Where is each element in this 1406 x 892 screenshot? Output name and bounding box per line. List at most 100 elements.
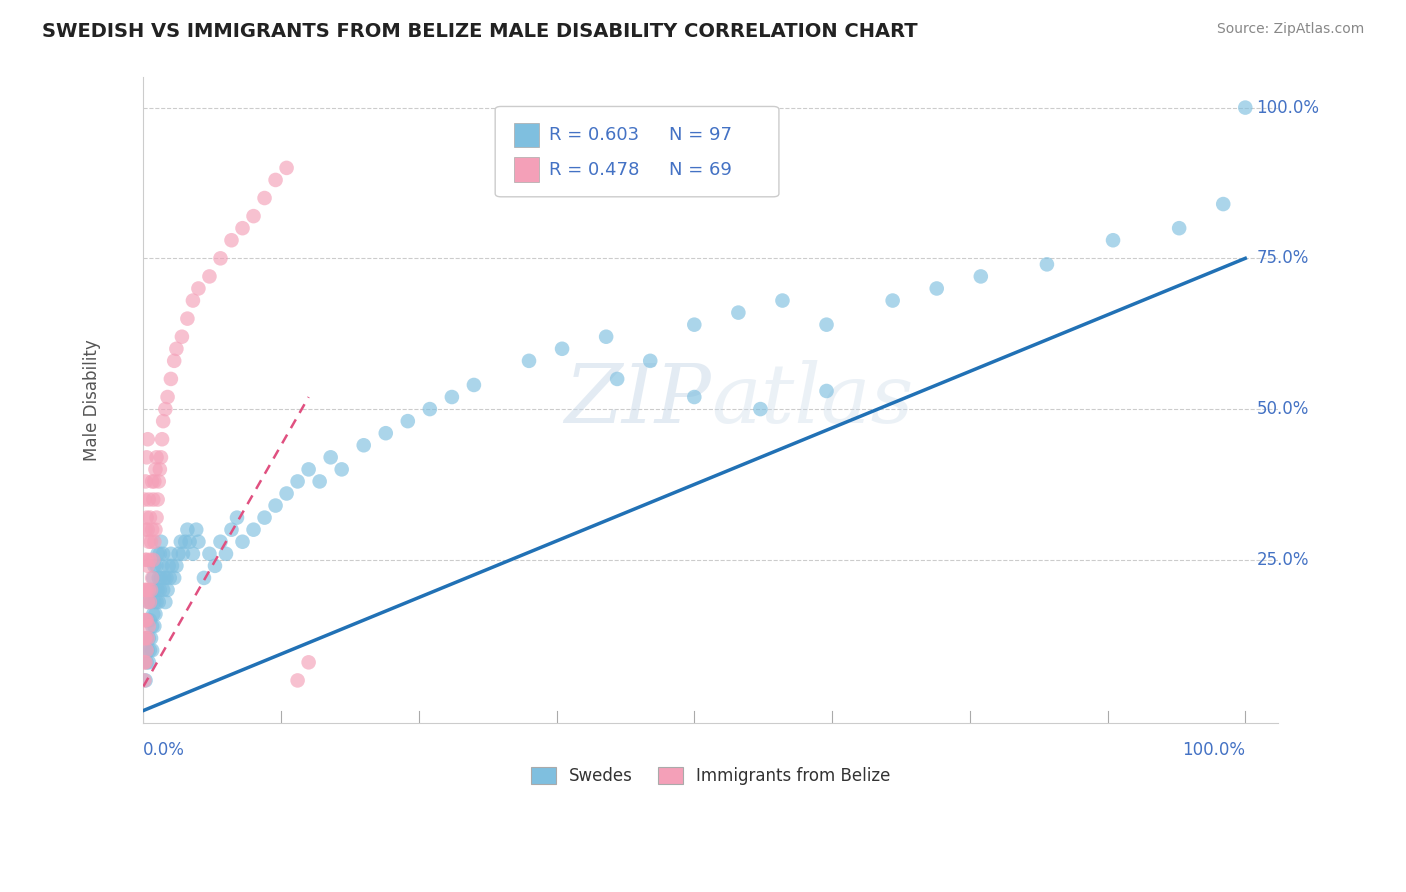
Text: Male Disability: Male Disability xyxy=(83,339,101,461)
Point xyxy=(135,631,157,645)
Point xyxy=(353,438,375,452)
Point xyxy=(141,643,163,657)
Point xyxy=(276,161,298,175)
Point xyxy=(683,318,706,332)
Point xyxy=(145,523,167,537)
Point xyxy=(148,475,170,489)
Point xyxy=(136,523,159,537)
Point xyxy=(135,656,157,670)
FancyBboxPatch shape xyxy=(495,106,779,197)
Point xyxy=(135,553,157,567)
Point xyxy=(136,595,159,609)
Point xyxy=(148,595,170,609)
Point xyxy=(142,553,165,567)
Point xyxy=(139,553,162,567)
Text: N = 97: N = 97 xyxy=(669,126,733,144)
Point xyxy=(141,523,163,537)
Point xyxy=(157,558,180,573)
Point xyxy=(419,402,441,417)
Point xyxy=(167,547,190,561)
Point xyxy=(156,390,179,404)
Point xyxy=(145,558,167,573)
Point xyxy=(145,510,167,524)
Point xyxy=(136,432,159,446)
Point xyxy=(160,372,183,386)
Point xyxy=(165,342,187,356)
Point xyxy=(551,342,574,356)
Point xyxy=(135,656,157,670)
Point xyxy=(135,523,157,537)
Point xyxy=(135,510,157,524)
Text: R = 0.478: R = 0.478 xyxy=(548,161,638,178)
Point xyxy=(152,582,174,597)
Point xyxy=(163,571,186,585)
Point xyxy=(204,558,226,573)
Point xyxy=(135,475,157,489)
Point xyxy=(463,378,485,392)
Point xyxy=(138,492,160,507)
Legend: Swedes, Immigrants from Belize: Swedes, Immigrants from Belize xyxy=(524,760,897,792)
Point xyxy=(134,631,156,645)
Point xyxy=(136,643,159,657)
Point xyxy=(135,582,157,597)
Point xyxy=(152,547,174,561)
Point xyxy=(221,523,243,537)
Point xyxy=(139,631,162,645)
Point xyxy=(308,475,330,489)
Point xyxy=(136,613,159,627)
Point xyxy=(141,475,163,489)
Point xyxy=(155,595,177,609)
Point xyxy=(1168,221,1191,235)
Point xyxy=(138,631,160,645)
Point xyxy=(517,354,540,368)
Point xyxy=(1036,257,1059,271)
Text: 100.0%: 100.0% xyxy=(1182,741,1246,759)
Point xyxy=(149,534,172,549)
Point xyxy=(135,673,157,688)
Point xyxy=(150,558,173,573)
Point xyxy=(209,534,232,549)
Point xyxy=(264,499,287,513)
Point xyxy=(139,534,162,549)
Point xyxy=(139,613,162,627)
Point xyxy=(172,547,194,561)
Point xyxy=(142,607,165,621)
Text: N = 69: N = 69 xyxy=(669,161,731,178)
Point xyxy=(1212,197,1234,211)
Point xyxy=(159,571,181,585)
Point xyxy=(139,582,162,597)
Text: atlas: atlas xyxy=(711,360,914,440)
Point xyxy=(135,613,157,627)
Point xyxy=(139,595,162,609)
Point xyxy=(145,607,167,621)
Point xyxy=(179,534,201,549)
Point xyxy=(138,582,160,597)
Point xyxy=(970,269,993,284)
Point xyxy=(215,547,238,561)
Point xyxy=(264,173,287,187)
Point xyxy=(276,486,298,500)
Point xyxy=(163,354,186,368)
Point xyxy=(141,582,163,597)
Point xyxy=(143,619,166,633)
Point xyxy=(231,534,253,549)
Point xyxy=(1102,233,1125,247)
Point xyxy=(135,631,157,645)
Point xyxy=(330,462,353,476)
Point xyxy=(149,547,172,561)
Text: ZIP: ZIP xyxy=(564,360,711,440)
Point xyxy=(142,571,165,585)
Point xyxy=(253,191,276,205)
Text: R = 0.603: R = 0.603 xyxy=(548,126,638,144)
Point xyxy=(148,571,170,585)
Point xyxy=(242,523,264,537)
Point xyxy=(139,643,162,657)
Point xyxy=(165,558,187,573)
Point xyxy=(146,492,169,507)
Point xyxy=(136,558,159,573)
Point xyxy=(176,311,198,326)
Point xyxy=(170,534,193,549)
Point xyxy=(134,673,156,688)
Point xyxy=(174,534,197,549)
Point xyxy=(815,318,838,332)
